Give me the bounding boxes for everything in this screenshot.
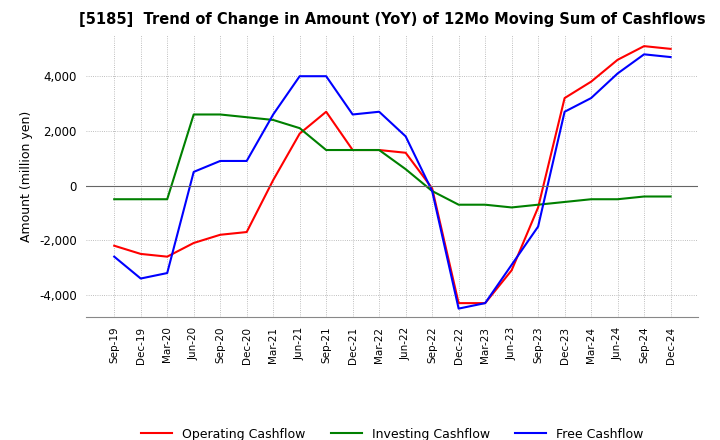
Free Cashflow <box>375 109 384 114</box>
Free Cashflow <box>216 158 225 164</box>
Free Cashflow <box>163 271 171 276</box>
Investing Cashflow <box>243 114 251 120</box>
Line: Investing Cashflow: Investing Cashflow <box>114 114 670 207</box>
Investing Cashflow <box>322 147 330 153</box>
Free Cashflow <box>348 112 357 117</box>
Investing Cashflow <box>348 147 357 153</box>
Investing Cashflow <box>560 199 569 205</box>
Operating Cashflow <box>587 79 595 84</box>
Operating Cashflow <box>163 254 171 259</box>
Free Cashflow <box>560 109 569 114</box>
Investing Cashflow <box>295 125 304 131</box>
Free Cashflow <box>322 73 330 79</box>
Investing Cashflow <box>401 166 410 172</box>
Operating Cashflow <box>243 229 251 235</box>
Investing Cashflow <box>508 205 516 210</box>
Free Cashflow <box>508 262 516 268</box>
Y-axis label: Amount (million yen): Amount (million yen) <box>20 110 33 242</box>
Operating Cashflow <box>322 109 330 114</box>
Operating Cashflow <box>454 301 463 306</box>
Free Cashflow <box>189 169 198 175</box>
Operating Cashflow <box>375 147 384 153</box>
Line: Operating Cashflow: Operating Cashflow <box>114 46 670 303</box>
Investing Cashflow <box>666 194 675 199</box>
Free Cashflow <box>110 254 119 259</box>
Investing Cashflow <box>136 197 145 202</box>
Investing Cashflow <box>613 197 622 202</box>
Operating Cashflow <box>189 240 198 246</box>
Investing Cashflow <box>454 202 463 207</box>
Operating Cashflow <box>295 131 304 136</box>
Free Cashflow <box>428 188 436 194</box>
Free Cashflow <box>534 224 542 229</box>
Operating Cashflow <box>136 251 145 257</box>
Investing Cashflow <box>375 147 384 153</box>
Investing Cashflow <box>587 197 595 202</box>
Operating Cashflow <box>481 301 490 306</box>
Free Cashflow <box>269 112 277 117</box>
Operating Cashflow <box>613 57 622 62</box>
Free Cashflow <box>136 276 145 281</box>
Free Cashflow <box>454 306 463 311</box>
Operating Cashflow <box>666 46 675 51</box>
Operating Cashflow <box>401 150 410 155</box>
Investing Cashflow <box>269 117 277 123</box>
Investing Cashflow <box>110 197 119 202</box>
Investing Cashflow <box>189 112 198 117</box>
Free Cashflow <box>666 55 675 60</box>
Free Cashflow <box>481 301 490 306</box>
Investing Cashflow <box>481 202 490 207</box>
Legend: Operating Cashflow, Investing Cashflow, Free Cashflow: Operating Cashflow, Investing Cashflow, … <box>136 423 649 440</box>
Operating Cashflow <box>640 44 649 49</box>
Investing Cashflow <box>640 194 649 199</box>
Investing Cashflow <box>428 188 436 194</box>
Free Cashflow <box>401 134 410 139</box>
Operating Cashflow <box>348 147 357 153</box>
Free Cashflow <box>640 51 649 57</box>
Operating Cashflow <box>534 205 542 210</box>
Operating Cashflow <box>110 243 119 248</box>
Free Cashflow <box>243 158 251 164</box>
Investing Cashflow <box>534 202 542 207</box>
Line: Free Cashflow: Free Cashflow <box>114 54 670 308</box>
Investing Cashflow <box>216 112 225 117</box>
Investing Cashflow <box>163 197 171 202</box>
Operating Cashflow <box>428 186 436 191</box>
Free Cashflow <box>295 73 304 79</box>
Title: [5185]  Trend of Change in Amount (YoY) of 12Mo Moving Sum of Cashflows: [5185] Trend of Change in Amount (YoY) o… <box>79 12 706 27</box>
Free Cashflow <box>587 95 595 101</box>
Free Cashflow <box>613 71 622 76</box>
Operating Cashflow <box>216 232 225 238</box>
Operating Cashflow <box>269 177 277 183</box>
Operating Cashflow <box>560 95 569 101</box>
Operating Cashflow <box>508 268 516 273</box>
